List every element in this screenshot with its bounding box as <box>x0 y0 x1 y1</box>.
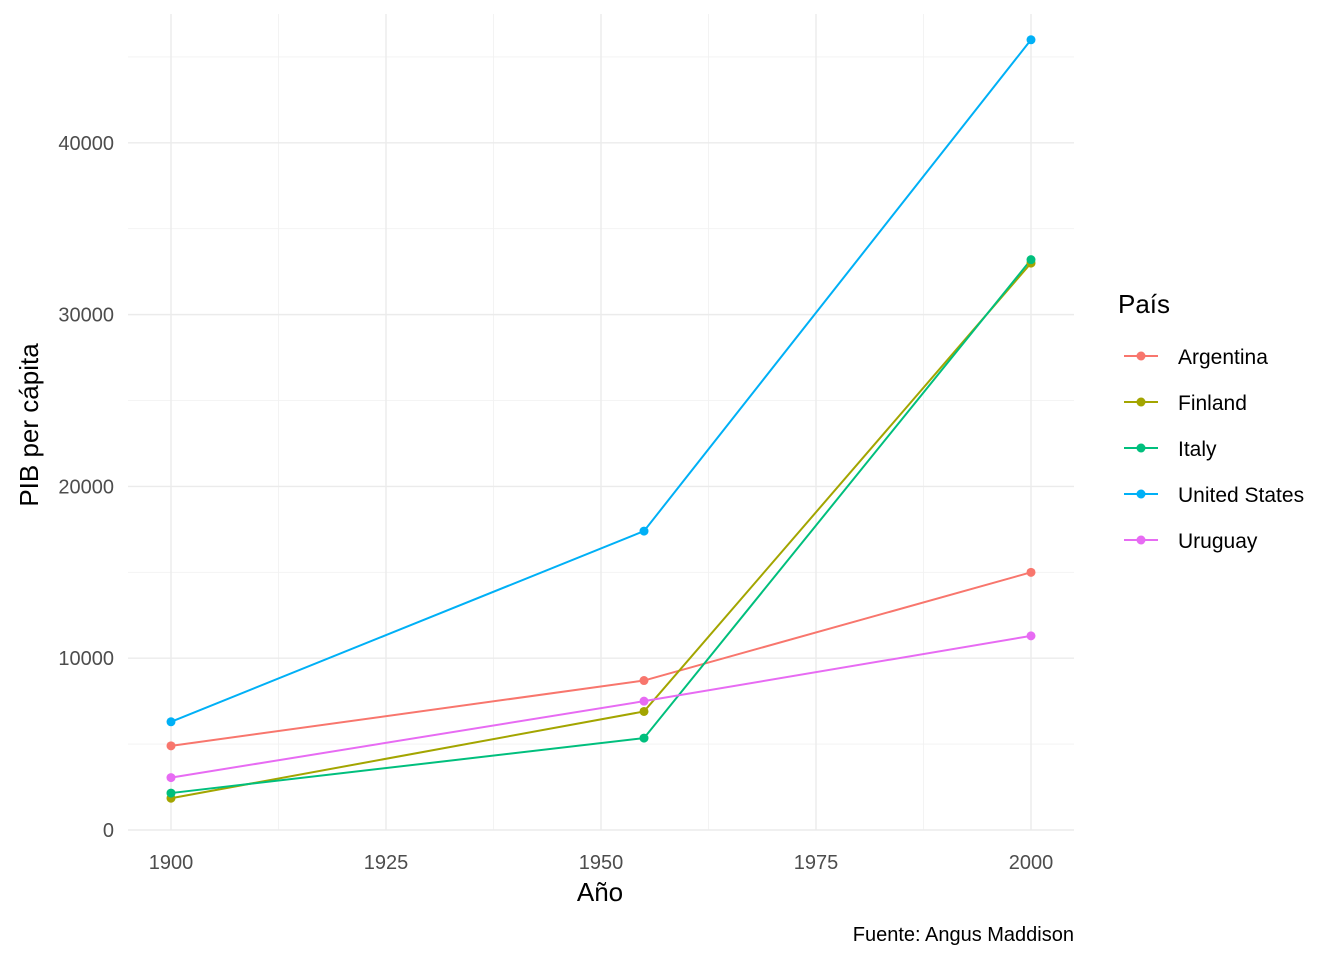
data-point-argentina <box>166 741 176 751</box>
data-point-uruguay <box>1026 631 1036 641</box>
data-point-uruguay <box>639 696 649 706</box>
legend-key-uruguay <box>1124 535 1158 545</box>
data-point-finland <box>639 706 649 716</box>
data-point-italy <box>639 733 649 743</box>
y-tick-label: 30000 <box>58 305 114 327</box>
x-tick-label: 1925 <box>364 852 409 874</box>
x-tick-label: 2000 <box>1009 852 1054 874</box>
legend-key-united-states <box>1124 489 1158 499</box>
x-tick-label: 1975 <box>794 852 839 874</box>
x-tick-label: 1900 <box>149 852 194 874</box>
legend-key-italy <box>1124 443 1158 453</box>
series-points <box>166 35 1036 803</box>
data-point-uruguay <box>166 773 176 783</box>
data-point-united-states <box>1026 35 1036 45</box>
x-axis-title: Año <box>577 877 623 907</box>
y-tick-label: 40000 <box>58 133 114 155</box>
y-axis-ticks: 0 10000 20000 30000 40000 <box>58 133 114 842</box>
x-axis-ticks: 1900 1925 1950 1975 2000 <box>149 852 1054 874</box>
y-axis-title: PIB per cápita <box>14 343 44 507</box>
legend-label-finland: Finland <box>1178 392 1247 415</box>
data-point-argentina <box>1026 567 1036 577</box>
legend-label-argentina: Argentina <box>1178 346 1268 369</box>
legend-title: País <box>1118 289 1170 319</box>
data-point-italy <box>166 788 176 798</box>
data-point-united-states <box>639 526 649 536</box>
y-tick-label: 0 <box>103 820 114 842</box>
y-tick-label: 20000 <box>58 476 114 498</box>
grid <box>128 14 1074 831</box>
legend-label-italy: Italy <box>1178 438 1217 461</box>
x-tick-label: 1950 <box>579 852 624 874</box>
legend-label-uruguay: Uruguay <box>1178 530 1258 553</box>
legend: País Argentina Finland Italy United States U… <box>1118 289 1304 553</box>
data-point-italy <box>1026 255 1036 265</box>
caption: Fuente: Angus Maddison <box>853 924 1074 946</box>
data-point-argentina <box>639 676 649 686</box>
data-point-united-states <box>166 717 176 727</box>
y-tick-label: 10000 <box>58 648 114 670</box>
legend-key-argentina <box>1124 351 1158 361</box>
legend-label-united-states: United States <box>1178 484 1304 507</box>
legend-key-finland <box>1124 397 1158 407</box>
